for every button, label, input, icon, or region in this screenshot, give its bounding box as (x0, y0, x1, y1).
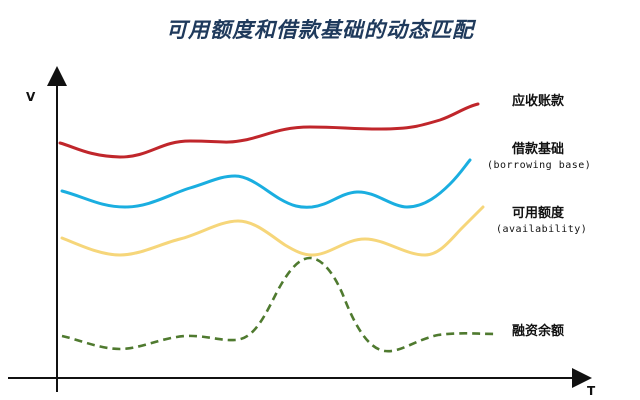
receivables-label: 应收账款 (512, 93, 565, 109)
availability-label: 可用额度 (512, 205, 565, 221)
diagram-title: 可用额度和借款基础的动态匹配 (166, 18, 474, 42)
financing-balance-curve (61, 256, 499, 353)
availability-sublabel: (availability) (496, 224, 587, 235)
availability-curve (60, 205, 485, 257)
borrowing-base-sublabel: (borrowing base) (487, 160, 591, 171)
borrowing-base-curve (60, 158, 472, 209)
financing-balance-label: 融资余额 (512, 323, 564, 339)
receivables-curve (58, 102, 480, 159)
y-axis-label: V (26, 90, 36, 104)
x-axis-label: T (587, 384, 596, 398)
borrowing-base-label: 借款基础 (511, 141, 564, 157)
